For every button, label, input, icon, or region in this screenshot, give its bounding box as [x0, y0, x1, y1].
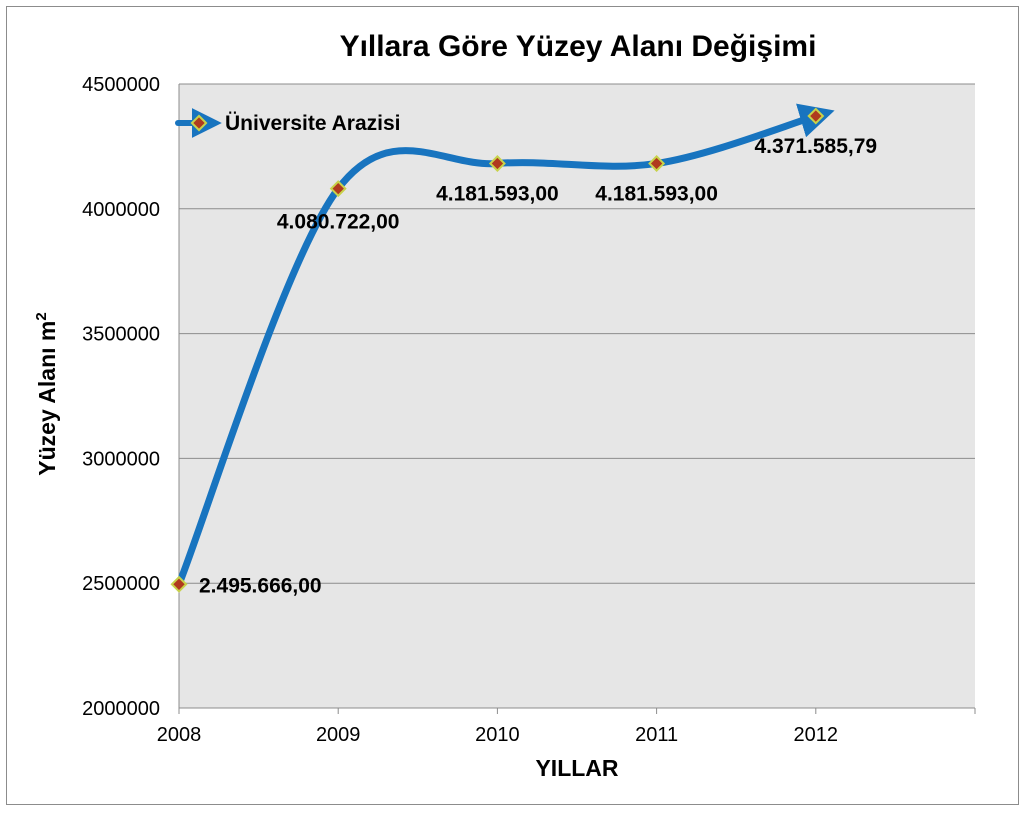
data-label: 4.181.593,00 [436, 182, 559, 205]
y-tick-label: 2500000 [82, 573, 160, 595]
chart-title: Yıllara Göre Yüzey Alanı Değişimi [340, 30, 817, 63]
plot-area [179, 84, 975, 708]
data-point-marker [329, 180, 347, 198]
y-tick-label: 2000000 [82, 698, 160, 720]
data-point-marker [648, 154, 666, 172]
x-tick-label: 2011 [635, 724, 678, 746]
y-axis-title: Yüzey Alanı m2 [33, 312, 60, 475]
legend-marker [190, 114, 208, 132]
data-point-marker [807, 107, 825, 125]
y-tick-label: 4500000 [82, 74, 160, 96]
data-point-marker [170, 575, 188, 593]
legend-label: Üniversite Arazisi [225, 112, 400, 135]
y-tick-label: 4000000 [82, 199, 160, 221]
y-tick-label: 3500000 [82, 324, 160, 346]
data-label: 4.080.722,00 [277, 211, 400, 234]
x-axis-title: YILLAR [535, 755, 618, 781]
y-axis-title-superscript: 2 [33, 312, 50, 320]
y-axis-title-main: Yüzey Alanı m [34, 321, 60, 476]
x-tick-label: 2009 [316, 724, 361, 746]
y-tick-label: 3000000 [82, 448, 160, 470]
data-label: 2.495.666,00 [199, 574, 322, 597]
data-point-marker [488, 154, 506, 172]
x-tick-label: 2010 [475, 724, 520, 746]
data-label: 4.371.585,79 [754, 135, 877, 158]
legend: Üniversite Arazisi [175, 108, 400, 138]
series-line-universite-arazisi [175, 103, 835, 588]
x-tick-label: 2008 [157, 724, 202, 746]
data-label: 4.181.593,00 [595, 182, 718, 205]
x-tick-label: 2012 [794, 724, 839, 746]
